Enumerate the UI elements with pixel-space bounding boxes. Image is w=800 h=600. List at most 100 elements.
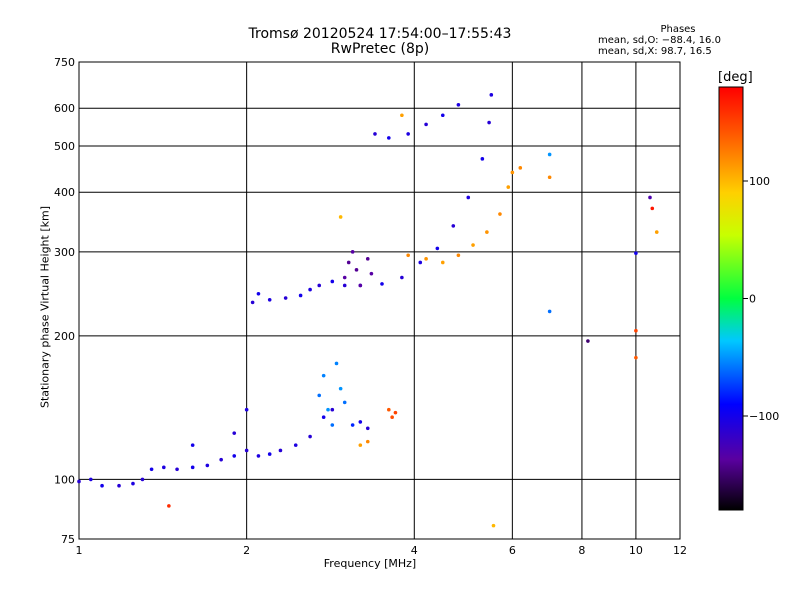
chart-subtitle: RwPretec (8p) bbox=[330, 41, 430, 57]
data-point bbox=[634, 355, 638, 360]
data-point bbox=[77, 479, 81, 484]
colorbar-ticks: 100 0 −100 bbox=[743, 175, 779, 423]
data-point bbox=[435, 246, 440, 251]
data-point bbox=[518, 166, 523, 170]
data-point bbox=[510, 170, 515, 175]
data-point bbox=[321, 373, 326, 378]
y-tick-label: 200 bbox=[54, 330, 75, 343]
phases-heading: Phases bbox=[660, 24, 696, 35]
x-tick-label: 2 bbox=[243, 544, 250, 557]
x-tick-label: 1 bbox=[76, 544, 83, 557]
x-tick-labels: 1 2 4 6 8 10 12 bbox=[76, 544, 688, 557]
x-tick-label: 4 bbox=[411, 544, 418, 557]
data-point bbox=[547, 152, 552, 157]
data-point bbox=[365, 257, 370, 261]
data-point bbox=[321, 415, 326, 420]
data-point bbox=[330, 279, 335, 284]
data-point bbox=[278, 448, 283, 453]
data-point bbox=[330, 407, 335, 412]
data-point bbox=[167, 504, 171, 508]
data-point bbox=[267, 452, 272, 456]
colorbar-unit: [deg] bbox=[718, 70, 753, 85]
colorbar bbox=[718, 86, 744, 511]
x-axis-label: Frequency [MHz] bbox=[323, 557, 417, 570]
data-point bbox=[175, 467, 179, 472]
y-tick-label: 400 bbox=[54, 186, 75, 199]
phase-statistics: Phases mean, sd,O: −88.4, 16.0 mean, sd,… bbox=[598, 24, 738, 57]
data-point bbox=[480, 157, 485, 161]
data-point bbox=[250, 300, 255, 305]
y-tick-label: 600 bbox=[54, 102, 75, 115]
data-point bbox=[451, 224, 456, 228]
data-point bbox=[350, 250, 355, 254]
data-point bbox=[205, 463, 210, 468]
data-point bbox=[406, 253, 410, 258]
y-tick-label: 750 bbox=[54, 56, 75, 69]
y-tick-label: 300 bbox=[54, 246, 75, 259]
data-point bbox=[358, 420, 363, 424]
data-point bbox=[342, 275, 347, 280]
data-point bbox=[358, 283, 363, 288]
data-point bbox=[131, 481, 135, 486]
data-point bbox=[334, 361, 339, 366]
data-point bbox=[283, 296, 288, 300]
data-point bbox=[244, 407, 249, 412]
data-point bbox=[358, 443, 363, 447]
data-point bbox=[634, 328, 638, 333]
data-point bbox=[117, 483, 121, 488]
y-tick-label: 100 bbox=[54, 473, 75, 486]
data-point bbox=[346, 260, 351, 265]
chart-title: Tromsø 20120524 17:54:00–17:55:43 bbox=[248, 26, 512, 42]
data-point bbox=[317, 393, 322, 398]
data-point bbox=[498, 212, 502, 216]
data-point bbox=[338, 386, 343, 391]
data-point bbox=[418, 260, 423, 265]
data-point bbox=[365, 426, 370, 431]
data-point bbox=[456, 103, 461, 107]
data-point bbox=[466, 195, 471, 200]
x-tick-label: 8 bbox=[578, 544, 585, 557]
data-point bbox=[365, 439, 370, 444]
data-point bbox=[190, 443, 195, 447]
data-point bbox=[400, 275, 404, 280]
phase-x-stats: mean, sd,X: 98.7, 16.5 bbox=[598, 46, 712, 57]
data-point bbox=[100, 483, 104, 488]
data-point bbox=[506, 185, 511, 189]
data-point bbox=[491, 523, 496, 528]
data-point bbox=[293, 443, 298, 447]
x-tick-label: 12 bbox=[673, 544, 687, 557]
data-point bbox=[308, 434, 312, 439]
data-point bbox=[354, 268, 359, 272]
data-point bbox=[387, 407, 391, 412]
data-point bbox=[140, 477, 145, 482]
y-tick-label: 75 bbox=[61, 533, 75, 546]
data-point bbox=[648, 195, 652, 200]
data-point bbox=[440, 260, 445, 265]
data-point bbox=[298, 293, 303, 298]
data-points bbox=[77, 93, 659, 528]
data-point bbox=[424, 122, 428, 127]
data-point bbox=[393, 410, 398, 415]
data-point bbox=[342, 283, 347, 288]
data-point bbox=[267, 297, 272, 302]
colorbar-tick-label: −100 bbox=[749, 410, 779, 423]
data-point bbox=[232, 431, 237, 435]
data-point bbox=[489, 93, 494, 97]
data-point bbox=[650, 206, 655, 211]
data-point bbox=[330, 423, 335, 427]
data-point bbox=[373, 132, 377, 136]
data-point bbox=[471, 243, 475, 247]
data-point bbox=[326, 407, 330, 412]
data-point bbox=[440, 113, 445, 118]
data-point bbox=[338, 215, 343, 219]
x-tick-label: 6 bbox=[509, 544, 516, 557]
data-point bbox=[547, 175, 552, 180]
data-point bbox=[308, 287, 312, 292]
data-point bbox=[547, 309, 552, 314]
data-point bbox=[317, 283, 322, 288]
data-point bbox=[390, 415, 394, 420]
data-point bbox=[342, 400, 347, 405]
data-point bbox=[256, 291, 261, 296]
data-point bbox=[456, 253, 461, 258]
data-point bbox=[149, 467, 154, 472]
